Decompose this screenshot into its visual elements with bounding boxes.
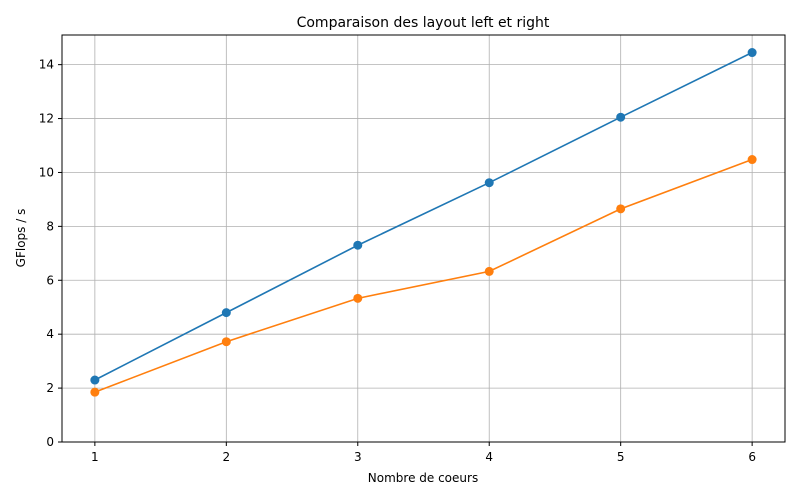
x-tick-label: 2 xyxy=(222,450,230,464)
y-tick-label: 8 xyxy=(46,219,54,233)
x-tick-label: 5 xyxy=(617,450,625,464)
series-1 xyxy=(90,48,757,385)
y-axis-label: GFlops / s xyxy=(14,209,28,268)
y-axis-ticks: 0 2 4 6 8 10 12 14 xyxy=(39,58,62,449)
data-point xyxy=(353,293,363,303)
y-tick-label: 2 xyxy=(46,381,54,395)
x-axis-ticks: 1 2 3 4 5 6 xyxy=(91,442,756,464)
data-point xyxy=(90,387,100,397)
x-tick-label: 1 xyxy=(91,450,99,464)
data-point xyxy=(90,375,100,385)
y-tick-label: 12 xyxy=(39,112,54,126)
y-tick-label: 0 xyxy=(46,435,54,449)
y-tick-label: 10 xyxy=(39,165,54,179)
data-point xyxy=(616,112,626,122)
x-tick-label: 4 xyxy=(485,450,493,464)
x-tick-label: 3 xyxy=(354,450,362,464)
chart-title: Comparaison des layout left et right xyxy=(297,15,550,31)
data-point xyxy=(484,266,494,276)
series-2 xyxy=(90,155,757,397)
y-tick-label: 14 xyxy=(39,58,54,72)
series-line xyxy=(94,158,753,393)
data-point xyxy=(221,308,231,318)
grid-lines xyxy=(62,35,785,443)
data-point xyxy=(353,240,363,250)
data-point xyxy=(747,48,757,58)
data-point xyxy=(484,178,494,188)
series-line xyxy=(94,51,753,381)
x-axis-label: Nombre de coeurs xyxy=(368,471,478,485)
series-layer xyxy=(90,48,757,397)
plot-frame xyxy=(61,34,786,443)
y-tick-label: 4 xyxy=(46,327,54,341)
x-tick-label: 6 xyxy=(748,450,756,464)
data-point xyxy=(747,155,757,165)
data-point xyxy=(616,204,626,214)
data-point xyxy=(221,337,231,347)
y-tick-label: 6 xyxy=(46,273,54,287)
